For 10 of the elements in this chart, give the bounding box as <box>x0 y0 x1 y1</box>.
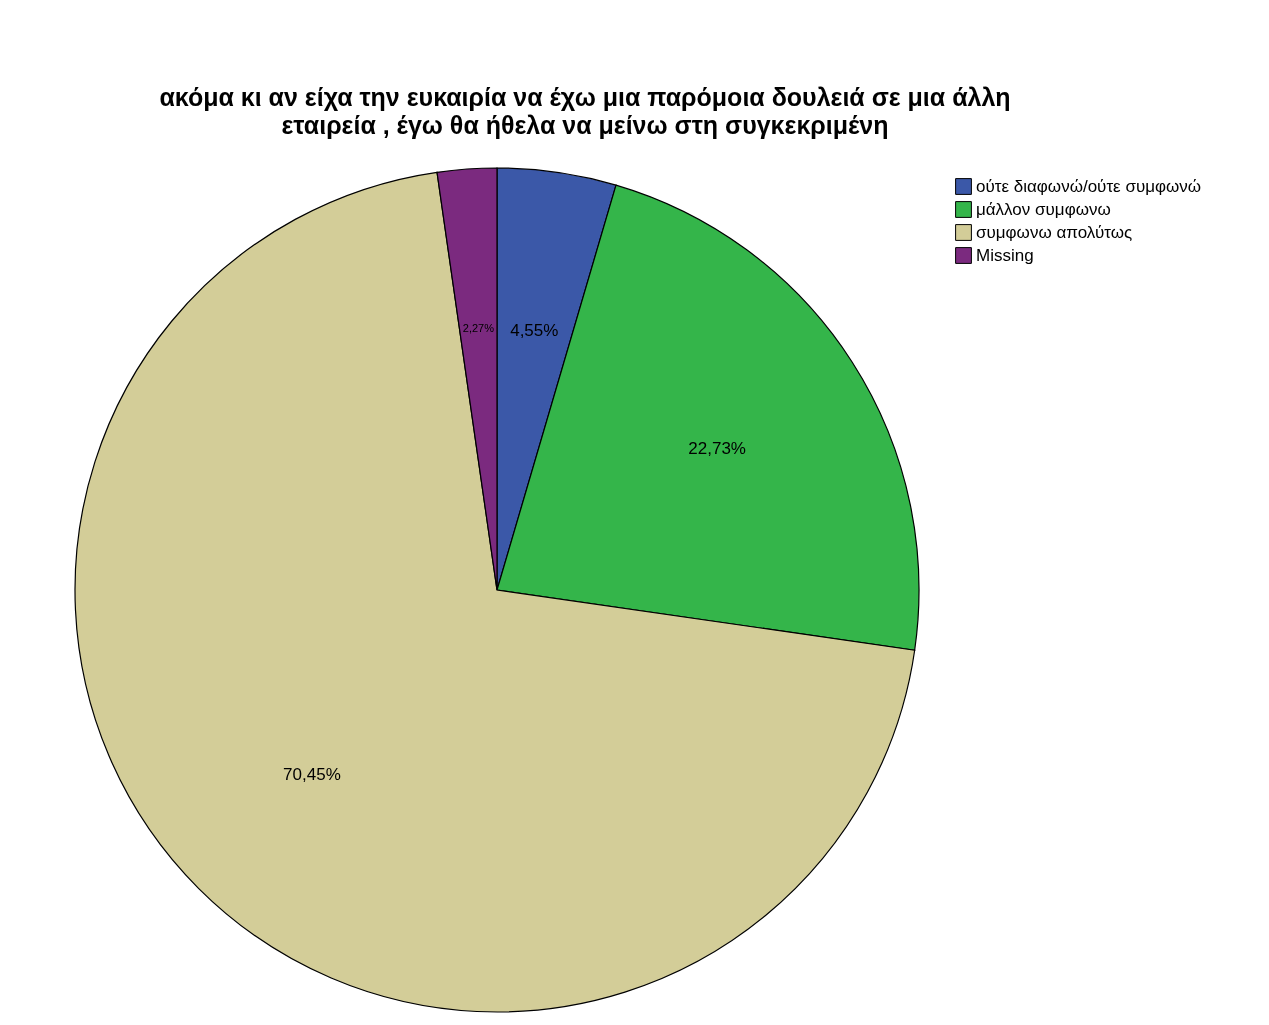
data-label: 2,27% <box>462 322 495 335</box>
chart-title: ακόμα κι αν είχα την ευκαιρία να έχω μια παρόμοια δουλειά σε μια άλλη εταιρεία , έγω θα ήθελα να μείνω στη συγκεκριμένη <box>159 83 1011 139</box>
data-label: 22,73% <box>688 438 746 458</box>
pie-slice <box>74 171 916 1013</box>
data-label: 4,55% <box>510 321 559 341</box>
legend-label: Missing <box>976 245 1034 265</box>
legend-label: συμφωνω απολύτως <box>976 222 1133 242</box>
legend-label: ούτε διαφωνώ/ούτε συμφωνώ <box>976 176 1202 196</box>
legend-label: μάλλον συμφωνω <box>976 199 1111 219</box>
data-label: 70,45% <box>283 764 341 784</box>
